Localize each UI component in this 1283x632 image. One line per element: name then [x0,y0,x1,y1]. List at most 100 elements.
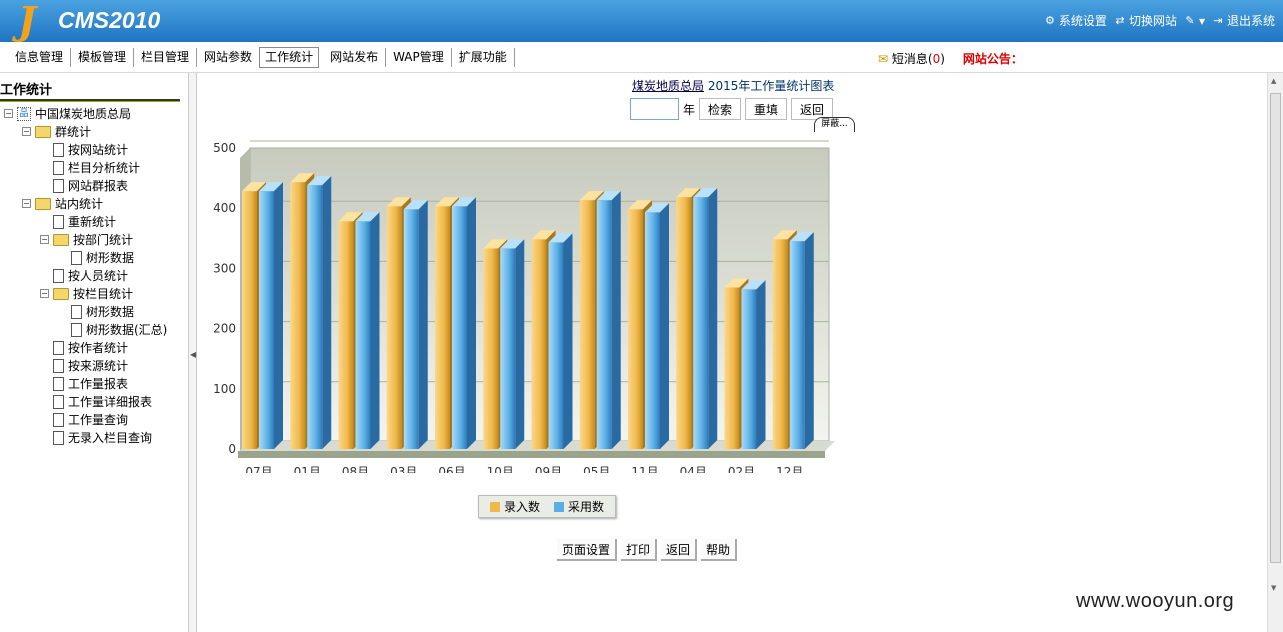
tree-toggle-icon[interactable]: − [40,235,49,244]
tools-dropdown[interactable]: ✎ ▾ [1183,12,1205,29]
switch-site-label: 切换网站 [1128,14,1177,28]
tree-item[interactable]: 网站群报表 [40,177,128,194]
bar-front [290,182,306,449]
tree-item[interactable]: 按作者统计 [40,339,128,356]
menu-bar: 信息管理 模板管理 栏目管理 网站参数 工作统计 网站发布 WAP管理 扩展功能… [0,42,1283,73]
tree-item[interactable]: − 按部门统计 [40,231,133,248]
tree-item[interactable]: 无录入栏目查询 [40,429,152,446]
bar-top [452,197,476,207]
bar-top [259,182,283,192]
help-button[interactable]: 帮助 [701,539,738,561]
menu-wap-manage[interactable]: WAP管理 [386,48,452,67]
gear-icon: ⚙ [1044,13,1055,27]
tree-item-label: 栏目分析统计 [68,161,141,175]
tree-item-label: 按部门统计 [73,233,134,247]
tree-item-label: 树形数据 [86,251,135,265]
tree-toggle-icon[interactable]: − [22,127,31,136]
bar-adopted [645,203,669,449]
tree-item[interactable]: 工作量详细报表 [40,393,152,410]
bar-side [467,197,476,449]
tree-item[interactable]: − 站内统计 [22,195,103,212]
scroll-down-icon[interactable]: ▼ [1271,584,1277,592]
exit-system-link[interactable]: ⇥ 退出系统 [1211,12,1275,29]
site-notice: 网站公告： [962,52,1023,66]
bar-top [741,280,766,290]
print-button[interactable]: 打印 [621,539,658,561]
tree-item[interactable]: 按人员统计 [40,267,128,284]
year-input[interactable] [630,98,679,120]
tree-item[interactable]: − 品中国煤炭地质总局 [4,105,131,122]
tree-toggle-icon[interactable]: − [40,289,49,298]
bar-front [645,212,660,449]
bar-adopted [355,212,380,449]
tree-item[interactable]: 树形数据 [58,303,134,320]
logo-text: CMS2010 [58,7,161,33]
scroll-thumb[interactable] [1270,93,1281,563]
tree-item[interactable]: 树形数据(汇总) [58,321,167,338]
tree-item[interactable]: 工作量报表 [40,375,128,392]
tree-item-label: 重新统计 [68,215,117,229]
reset-button[interactable]: 重填 [745,98,788,120]
switch-site-link[interactable]: ⇄ 切换网站 [1113,12,1177,29]
tree-item[interactable]: 按来源统计 [40,357,128,374]
top-banner: J CMS2010 ⚙ 系统设置 ⇄ 切换网站 ✎ ▾ ⇥ 退出系统 [0,0,1283,43]
system-settings-link[interactable]: ⚙ 系统设置 [1043,12,1107,29]
menu-site-publish[interactable]: 网站发布 [323,48,387,67]
tree-toggle-icon[interactable]: − [4,109,13,118]
bar-top [338,212,363,222]
menu-info-manage[interactable]: 信息管理 [8,48,72,67]
tree-item-label: 群统计 [55,125,92,139]
document-icon [53,142,64,157]
bar-top [403,200,428,210]
bar-front [483,248,499,449]
menu-column-manage[interactable]: 栏目管理 [134,48,198,67]
bar-side [660,203,669,449]
legend-label-adopted: 采用数 [568,500,605,514]
tree-item[interactable]: 工作量查询 [40,411,128,428]
tree-toggle-icon[interactable]: − [22,199,31,208]
back-button[interactable]: 返回 [791,98,834,120]
logo-mark: J [18,0,36,43]
tree-item[interactable]: 重新统计 [40,213,116,230]
bar-adopted [307,176,332,449]
tree-item[interactable]: 栏目分析统计 [40,159,140,176]
x-tick-label: 05月 [583,465,610,473]
folder-icon [53,233,69,246]
bar-front [338,221,354,449]
menu-extensions[interactable]: 扩展功能 [452,48,515,67]
x-tick-label: 03月 [390,465,417,473]
vertical-scrollbar[interactable]: ▲ ▼ [1267,73,1283,632]
search-button[interactable]: 检索 [699,98,742,120]
bar-adopted [596,191,621,449]
sidebar-collapse-handle[interactable]: ◀ [188,73,197,632]
menu-site-params[interactable]: 网站参数 [204,50,253,64]
document-icon [53,430,64,445]
org-link[interactable]: 煤炭地质总局 [632,79,705,93]
short-message-close-paren: ) [940,52,945,66]
tree-item[interactable]: 树形数据 [58,249,134,266]
tree-item-label: 树形数据 [86,305,135,319]
menu-template-manage[interactable]: 模板管理 [71,48,135,67]
bar-front [531,239,547,449]
x-tick-label: 12月 [776,465,803,473]
tree-item-label: 网站群报表 [68,179,129,193]
bar-top [724,278,749,288]
bar-top [483,239,508,249]
bar-front [242,191,257,449]
tree-item[interactable]: − 群统计 [22,123,91,140]
tree-item[interactable]: 按网站统计 [40,141,128,158]
page-setup-button[interactable]: 页面设置 [557,539,618,561]
x-tick-label: 08月 [342,465,369,473]
tree-item-label: 按作者统计 [68,341,129,355]
bar-front [772,239,788,449]
screen-tab[interactable]: 屏蔽... [814,117,855,132]
tree-item[interactable]: − 按栏目统计 [40,285,133,302]
menu-work-stats[interactable]: 工作统计 [259,47,320,68]
bottom-back-button[interactable]: 返回 [661,539,698,561]
tree-item-label: 工作量查询 [68,413,129,427]
y-tick-label: 200 [213,322,236,336]
scroll-up-icon[interactable]: ▲ [1271,77,1277,85]
sidebar-title-underline [0,99,180,102]
short-message-link[interactable]: ✉ 短消息(0) [878,50,945,67]
bar-side [370,212,380,449]
